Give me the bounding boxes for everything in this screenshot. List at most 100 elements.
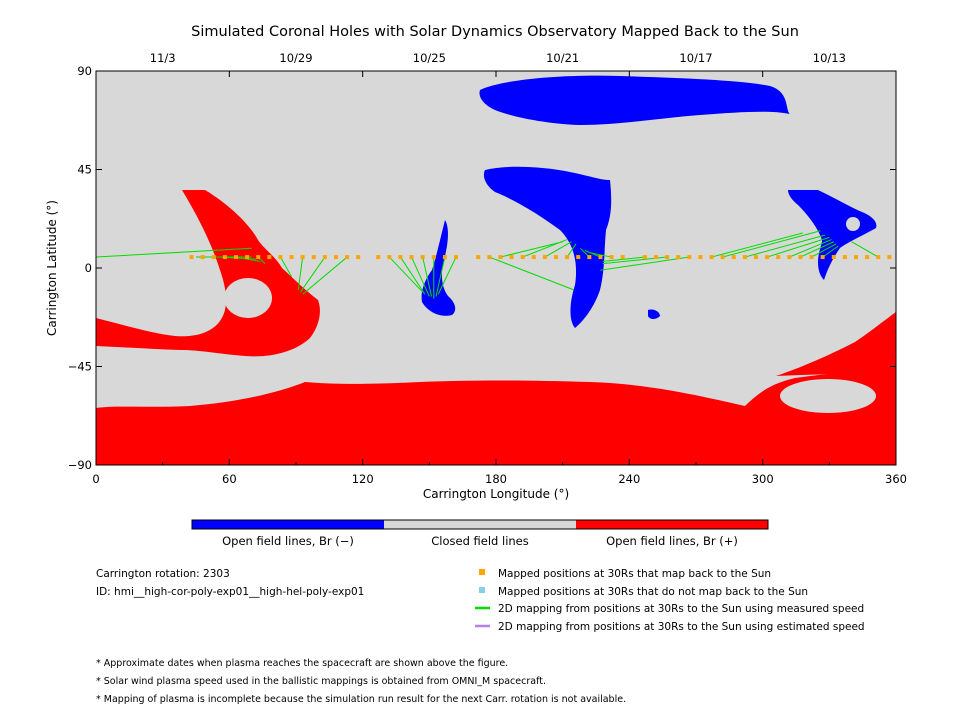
- footnote-dates: * Approximate dates when plasma reaches …: [96, 658, 508, 669]
- mapped-point: [565, 255, 570, 260]
- mapped-point: [754, 255, 758, 260]
- colorbar-label-negative: Open field lines, Br (−): [222, 534, 354, 548]
- mapping-line-measured: [388, 256, 424, 293]
- open-negative-central-hole: [483, 166, 612, 328]
- mapped-point: [787, 255, 792, 260]
- mapping-line-measured: [400, 256, 426, 295]
- mapped-point: [509, 255, 514, 260]
- mapping-line-measured: [589, 252, 612, 258]
- mapped-point: [334, 255, 338, 260]
- mapped-point: [854, 255, 858, 260]
- mapped-point: [809, 255, 814, 260]
- mapped-point: [776, 255, 781, 260]
- footnote-speed: * Solar wind plasma speed used in the ba…: [96, 676, 546, 687]
- chart-title: Simulated Coronal Holes with Solar Dynam…: [191, 24, 799, 40]
- open-negative-north-polar-region: [479, 75, 790, 125]
- mapped-point: [200, 255, 205, 260]
- x-tick-label: 300: [752, 472, 774, 486]
- x-axis-ticks: 0 60 120 180 240 300 360: [92, 71, 907, 486]
- mapping-line-measured: [800, 241, 834, 258]
- closed-field-spot-east: [846, 217, 860, 231]
- mapping-line-measured: [602, 256, 645, 262]
- colorbar-negative: [192, 520, 384, 529]
- mapped-point: [267, 255, 272, 260]
- top-date-label: 10/29: [279, 51, 312, 65]
- open-positive-south-polar-region: [96, 368, 896, 465]
- mapped-point: [189, 255, 194, 260]
- y-tick-label: 45: [77, 163, 92, 177]
- mapping-line-measured: [811, 243, 837, 258]
- y-axis-ticks: −90 −45 0 45 90: [68, 64, 896, 472]
- open-negative-small-hole: [648, 309, 660, 319]
- mapped-point: [676, 255, 681, 260]
- mapping-line-measured: [544, 241, 572, 258]
- mapped-point: [345, 255, 350, 260]
- mapped-point: [289, 255, 294, 260]
- x-tick-label: 180: [485, 472, 507, 486]
- mapped-point: [476, 255, 481, 260]
- model-id: ID: hmi__high-cor-poly-exp01__high-hel-p…: [96, 586, 364, 598]
- carrington-rotation: Carrington rotation: 2303: [96, 568, 230, 580]
- x-tick-label: 120: [352, 472, 374, 486]
- x-axis-label: Carrington Longitude (°): [423, 487, 569, 501]
- mapping-line-measured: [711, 232, 803, 258]
- colorbar-closed: [384, 520, 576, 529]
- mapping-line-measured: [235, 256, 261, 262]
- legend-label-measured: 2D mapping from positions at 30Rs to the…: [498, 603, 864, 615]
- mapped-point: [765, 255, 770, 260]
- colorbar-label-positive: Open field lines, Br (+): [606, 534, 738, 548]
- mapping-line-measured: [789, 239, 832, 258]
- x-tick-label: 60: [222, 472, 237, 486]
- mapping-line-measured: [851, 241, 879, 258]
- mapped-point: [222, 255, 227, 260]
- mapping-line-measured: [411, 256, 430, 297]
- mapped-point: [498, 255, 503, 260]
- mapped-point: [654, 255, 658, 260]
- top-date-label: 10/17: [679, 51, 712, 65]
- mapped-point: [398, 255, 403, 260]
- mapping-line-measured: [522, 239, 568, 258]
- mapping-line-measured: [766, 236, 830, 258]
- y-tick-label: 0: [85, 261, 92, 275]
- colorbar-positive: [576, 520, 768, 529]
- mapped-point: [642, 255, 647, 260]
- legend-swatch-mapped: [479, 569, 485, 575]
- mapping-line-measured: [95, 247, 252, 258]
- legend-label-estimated: 2D mapping from positions at 30Rs to the…: [498, 621, 865, 633]
- top-date-label: 10/25: [413, 51, 446, 65]
- mapping-line-measured: [566, 243, 577, 258]
- closed-field-loop-west: [224, 278, 272, 318]
- mapped-point: [576, 255, 581, 260]
- plot-area: [95, 70, 897, 466]
- mapped-point: [587, 255, 592, 260]
- mapped-point: [454, 255, 458, 260]
- mapped-point: [409, 255, 414, 260]
- mapped-point: [542, 255, 547, 260]
- open-positive-southeast-region: [776, 312, 896, 376]
- mapped-point: [278, 255, 283, 260]
- mapping-line-measured: [297, 256, 304, 290]
- mapped-point: [431, 255, 436, 260]
- mapping-line-measured: [744, 234, 826, 258]
- mapping-line-measured: [437, 256, 457, 295]
- mapped-point: [665, 255, 670, 260]
- mapped-point: [831, 255, 836, 260]
- mapped-point: [420, 255, 425, 260]
- open-positive-northwest-region: [96, 190, 320, 357]
- mapped-point: [876, 255, 881, 260]
- mapped-point: [487, 255, 492, 260]
- legend-label-mapped: Mapped positions at 30Rs that map back t…: [498, 568, 771, 580]
- legend-label-unmapped: Mapped positions at 30Rs that do not map…: [498, 586, 808, 598]
- mapped-point: [609, 255, 614, 260]
- footnote-incomplete: * Mapping of plasma is incomplete becaus…: [96, 694, 626, 705]
- colorbar-label-closed: Closed field lines: [431, 534, 529, 548]
- mapping-line-measured: [822, 245, 839, 258]
- mapped-point: [442, 255, 447, 260]
- mapping-line-measured: [435, 256, 446, 297]
- mapped-point: [234, 255, 238, 260]
- mapped-point: [842, 255, 847, 260]
- mapping-line-measured: [489, 256, 574, 291]
- top-date-label: 10/13: [813, 51, 846, 65]
- mapped-point: [554, 255, 558, 260]
